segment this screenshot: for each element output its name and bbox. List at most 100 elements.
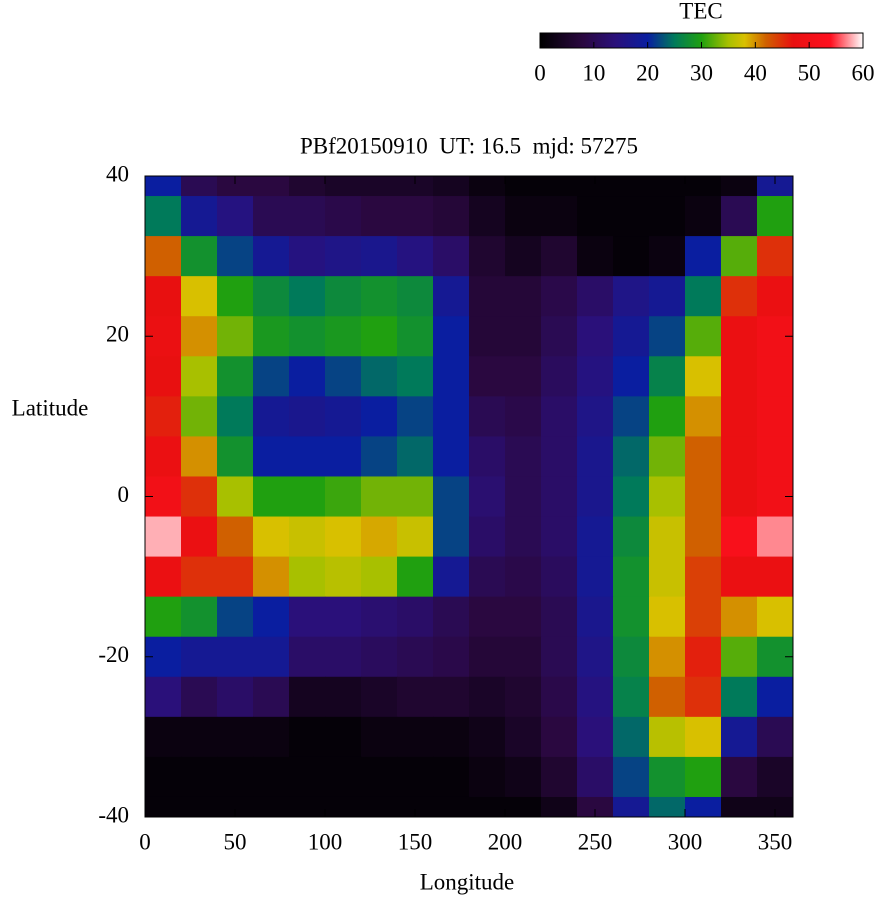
- heatmap-cell: [289, 316, 326, 357]
- heatmap-cell: [217, 676, 254, 718]
- heatmap-cell: [577, 556, 614, 598]
- heatmap-cell: [757, 676, 793, 718]
- heatmap-cell: [757, 556, 793, 598]
- heatmap-cell: [397, 316, 434, 357]
- heatmap-cell: [217, 236, 254, 277]
- heatmap-cell: [433, 556, 470, 598]
- heatmap-cell: [469, 176, 506, 197]
- heatmap-cell: [325, 476, 362, 518]
- heatmap-cell: [253, 676, 290, 718]
- heatmap-cell: [181, 796, 218, 817]
- heatmap-cell: [289, 676, 326, 718]
- heatmap-cell: [145, 676, 182, 718]
- heatmap-cell: [757, 196, 793, 237]
- heatmap-cell: [721, 356, 758, 397]
- heatmap-cell: [181, 316, 218, 357]
- heatmap-cell: [289, 356, 326, 397]
- heatmap-cell: [253, 596, 290, 638]
- heatmap-cell: [757, 796, 793, 817]
- heatmap-cell: [253, 476, 290, 518]
- heatmap-cell: [181, 596, 218, 638]
- heatmap-cell: [685, 196, 722, 237]
- heatmap-cell: [145, 556, 182, 598]
- heatmap-cell: [613, 396, 650, 437]
- heatmap-cell: [253, 756, 290, 798]
- heatmap-cell: [253, 276, 290, 317]
- heatmap-cell: [649, 756, 686, 798]
- heatmap-cell: [289, 756, 326, 798]
- heatmap-cell: [397, 636, 434, 678]
- heatmap-cell: [361, 676, 398, 718]
- heatmap-cell: [361, 516, 398, 558]
- heatmap-cell: [145, 176, 182, 197]
- heatmap-cell: [685, 676, 722, 718]
- heatmap-cell: [757, 596, 793, 638]
- colorbar-tick-label: 40: [744, 60, 767, 85]
- heatmap-cell: [469, 236, 506, 277]
- heatmap-cell: [289, 436, 326, 477]
- heatmap-cell: [433, 276, 470, 317]
- heatmap-cell: [397, 796, 434, 817]
- heatmap-cell: [289, 556, 326, 598]
- heatmap-cell: [217, 436, 254, 477]
- heatmap-cell: [757, 516, 793, 558]
- heatmap-cell: [289, 796, 326, 817]
- heatmap-cell: [253, 636, 290, 678]
- heatmap-cell: [721, 596, 758, 638]
- heatmap-cell: [217, 316, 254, 357]
- heatmap-cell: [685, 716, 722, 758]
- heatmap-cell: [145, 276, 182, 317]
- heatmap-cell: [649, 716, 686, 758]
- heatmap-cell: [325, 396, 362, 437]
- heatmap-cell: [181, 396, 218, 437]
- heatmap-cell: [181, 236, 218, 277]
- heatmap-cell: [289, 196, 326, 237]
- heatmap-cell: [397, 276, 434, 317]
- heatmap-cell: [397, 236, 434, 277]
- heatmap-cell: [361, 476, 398, 518]
- heatmap-cell: [253, 316, 290, 357]
- heatmap-cell: [613, 796, 650, 817]
- heatmap-cell: [325, 236, 362, 277]
- heatmap-cell: [757, 716, 793, 758]
- heatmap-cell: [469, 196, 506, 237]
- heatmap-cell: [649, 676, 686, 718]
- heatmap-cell: [397, 556, 434, 598]
- heatmap-cell: [469, 756, 506, 798]
- heatmap-cell: [685, 316, 722, 357]
- heatmap-cell: [541, 196, 578, 237]
- heatmap-cell: [181, 516, 218, 558]
- heatmap-cell: [649, 596, 686, 638]
- heatmap-cell: [253, 396, 290, 437]
- heatmap-cell: [505, 596, 542, 638]
- heatmap-cell: [613, 636, 650, 678]
- heatmap-cell: [649, 316, 686, 357]
- heatmap-cell: [721, 316, 758, 357]
- heatmap-cell: [325, 676, 362, 718]
- heatmap-cell: [181, 636, 218, 678]
- heatmap-cell: [721, 176, 758, 197]
- heatmap-cell: [541, 316, 578, 357]
- heatmap-cell: [145, 756, 182, 798]
- heatmap-cell: [361, 236, 398, 277]
- heatmap-cell: [469, 276, 506, 317]
- heatmap-cell: [505, 176, 542, 197]
- heatmap-cell: [685, 176, 722, 197]
- heatmap-cell: [361, 756, 398, 798]
- heatmap-cell: [541, 176, 578, 197]
- heatmap-cell: [577, 196, 614, 237]
- heatmap-cell: [469, 716, 506, 758]
- x-tick-label: 50: [224, 829, 247, 854]
- heatmap-cell: [505, 196, 542, 237]
- heatmap-cell: [721, 636, 758, 678]
- heatmap-cell: [181, 176, 218, 197]
- heatmap-cell: [685, 596, 722, 638]
- heatmap-cell: [685, 756, 722, 798]
- heatmap-cell: [469, 676, 506, 718]
- heatmap-cell: [541, 796, 578, 817]
- heatmap-cell: [541, 756, 578, 798]
- heatmap-cell: [217, 396, 254, 437]
- heatmap-cell: [613, 716, 650, 758]
- heatmap-cell: [613, 316, 650, 357]
- heatmap-cell: [577, 176, 614, 197]
